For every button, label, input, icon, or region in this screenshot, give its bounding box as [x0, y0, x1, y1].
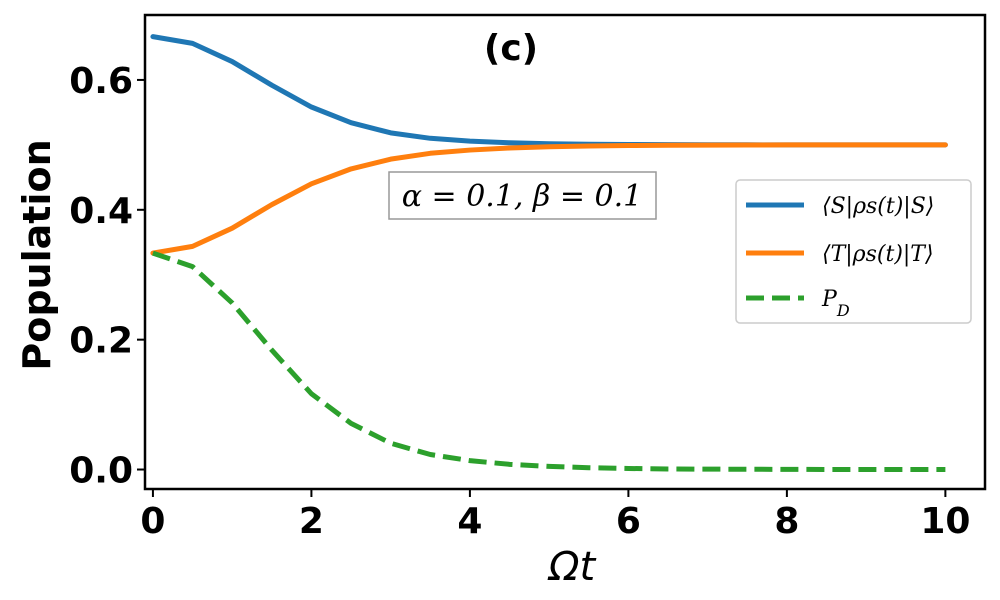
annotation-box: α = 0.1, β = 0.1	[388, 171, 657, 220]
legend-label-1: ⟨S|ρs(t)|S⟩	[822, 194, 934, 219]
y-tick-label: 0.0	[69, 451, 133, 492]
series-line-1	[150, 34, 948, 148]
legend-frame	[735, 179, 972, 324]
x-tick-label: 8	[774, 501, 799, 542]
series-line-2	[150, 142, 948, 256]
x-tick-label: 2	[299, 501, 324, 542]
x-tick-label: 0	[140, 501, 165, 542]
plot-frame	[143, 13, 987, 491]
x-axis-ticks: 0 2 4 6 8 10	[140, 489, 970, 542]
y-axis-ticks: 0.0 0.2 0.4 0.6	[69, 61, 145, 492]
x-axis-label: Ωt	[547, 544, 597, 590]
legend-label-2: ⟨T|ρs(t)|T⟩	[822, 242, 934, 267]
y-axis-label: Population	[15, 139, 59, 370]
series-line-3	[152, 250, 946, 473]
x-tick-label: 4	[457, 501, 482, 542]
y-tick-label: 0.4	[69, 191, 133, 232]
x-tick-label: 6	[616, 501, 641, 542]
y-tick-label: 0.6	[69, 61, 133, 102]
y-tick-label: 0.2	[69, 321, 133, 362]
legend: ⟨S|ρs(t)|S⟩⟨T|ρs(t)|T⟩PD	[735, 179, 972, 324]
series-layer	[150, 34, 948, 473]
annotation-text: α = 0.1, β = 0.1	[402, 179, 643, 214]
x-tick-label: 10	[920, 501, 970, 542]
panel-label: (c)	[484, 28, 538, 69]
